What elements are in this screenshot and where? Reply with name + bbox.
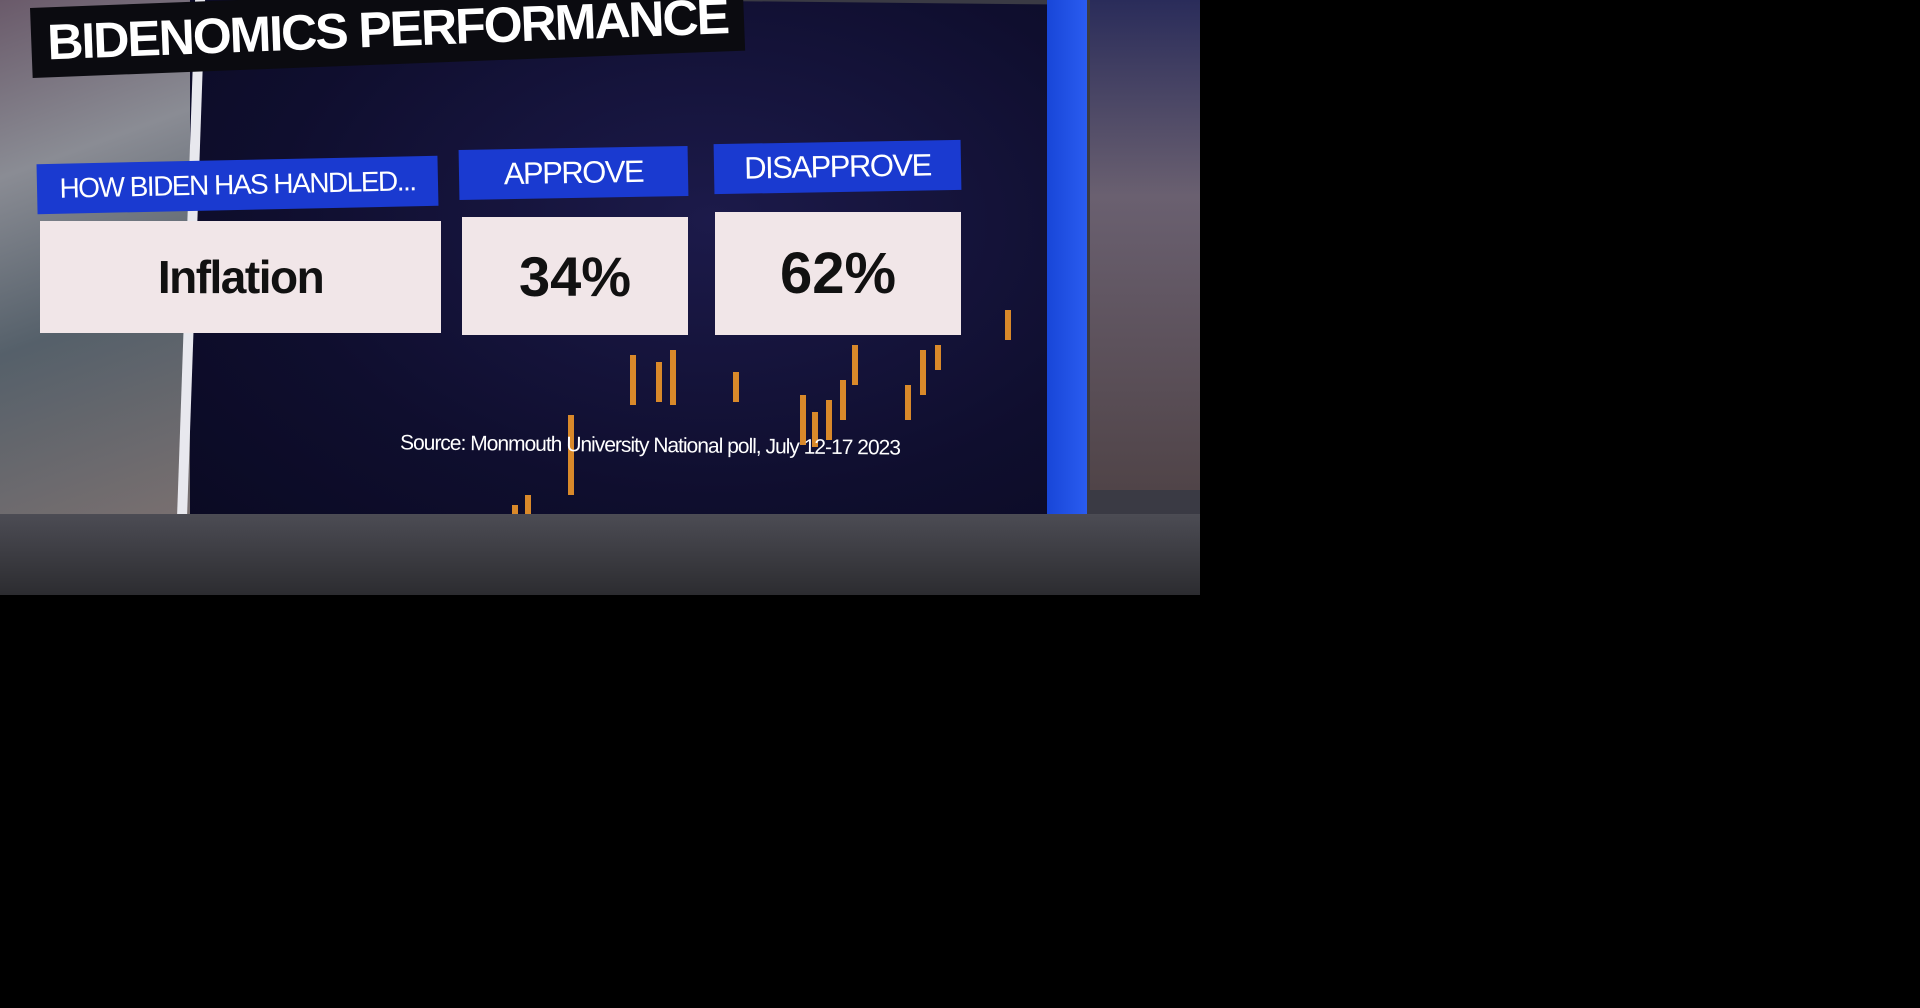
candle [568,415,574,495]
candle [800,395,806,445]
candle [670,350,676,405]
topic-cell: Inflation [40,221,441,333]
approve-value: 34% [462,217,688,335]
header-topic: HOW BIDEN HAS HANDLED... [36,155,439,215]
studio-floor [0,514,1200,595]
background-right-panel [1090,0,1200,490]
candle [630,355,636,405]
candle [840,380,846,420]
candle [656,362,662,402]
candle [826,400,832,440]
blue-accent-bar [1047,0,1087,561]
header-disapprove: DISAPPROVE [713,139,962,195]
candle [852,345,858,385]
candle [812,412,818,447]
broadcast-scene: BIDENOMICS PERFORMANCE HOW BIDEN HAS HAN… [0,0,1200,595]
candle [920,350,926,395]
candle [1005,310,1011,340]
candle [935,345,941,370]
candle [733,372,739,402]
candle [905,385,911,420]
candle [525,495,531,520]
header-approve: APPROVE [458,146,689,200]
disapprove-value: 62% [715,212,961,335]
